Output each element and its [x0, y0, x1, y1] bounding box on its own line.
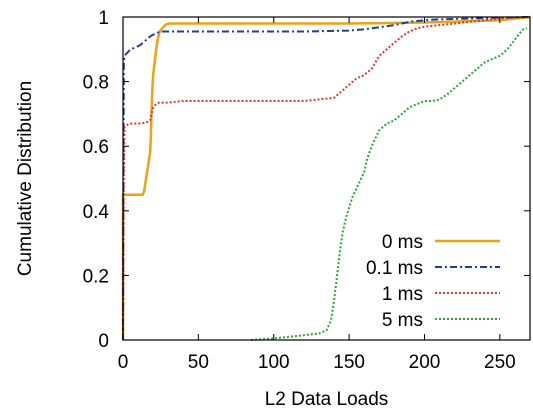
y-tick-label-3: 0.6	[83, 137, 109, 158]
series-line-3	[251, 27, 528, 341]
x-axis-label: L2 Data Loads	[265, 389, 389, 410]
y-tick-label-5: 1	[98, 8, 109, 29]
x-tick-label-5: 250	[484, 352, 516, 373]
legend-label-0: 0 ms	[382, 232, 423, 253]
x-tick-label-0: 0	[118, 352, 129, 373]
y-tick-label-1: 0.2	[83, 266, 109, 287]
x-tick-label-4: 200	[409, 352, 441, 373]
series-line-0	[121, 15, 531, 340]
legend-label-2: 1 ms	[382, 284, 423, 305]
x-tick-label-1: 50	[188, 352, 209, 373]
legend-label-1: 0.1 ms	[366, 258, 423, 279]
y-tick-label-2: 0.4	[83, 202, 110, 223]
y-axis-label: Cumulative Distribution	[15, 81, 36, 276]
series-line-2	[122, 16, 531, 341]
y-tick-label-4: 0.8	[83, 73, 109, 94]
plot-frame	[122, 16, 531, 341]
series-line-1	[122, 16, 531, 341]
x-tick-label-2: 100	[258, 352, 290, 373]
y-tick-label-0: 0	[98, 331, 109, 352]
legend-label-3: 5 ms	[382, 310, 423, 331]
series-layer	[121, 15, 531, 341]
tick-layer: 0 50 100 150 200 250 0 0.2 0.4 0.6 0.8 1	[83, 8, 530, 373]
x-tick-label-3: 150	[333, 352, 365, 373]
legend: 0 ms 0.1 ms 1 ms 5 ms	[366, 232, 500, 331]
